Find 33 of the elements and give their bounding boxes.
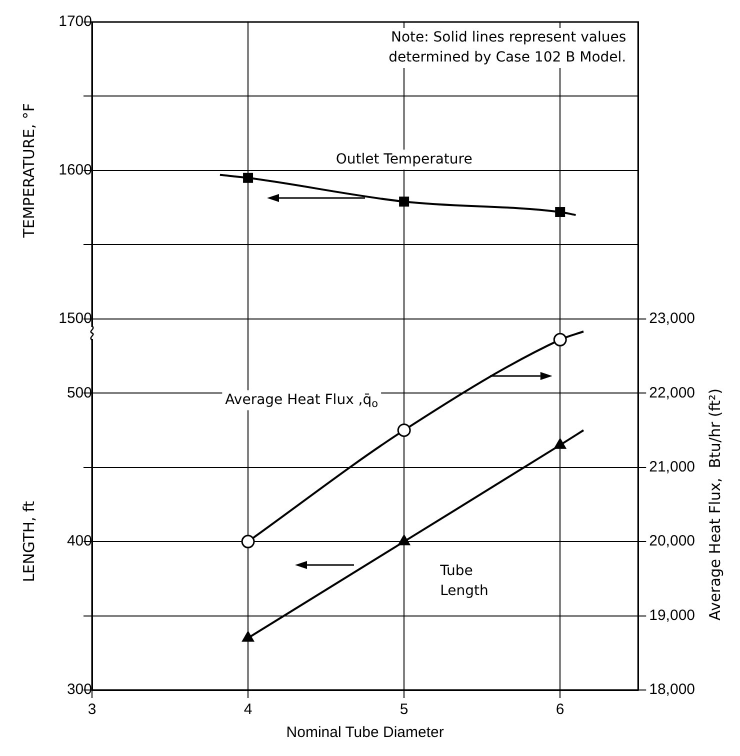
text: Tube Length [439,563,488,600]
y2-tick-label: 19,000 [649,606,696,624]
x-tick-label: 3 [88,701,96,718]
point [554,438,566,449]
y3-tick-label: 300 [66,681,92,698]
point [399,196,410,207]
y-tick-label: 1600 [58,162,92,179]
point [241,534,255,548]
y3-tick-label: 400 [66,532,92,550]
y3-axis-title: LENGTH, ft [20,500,38,582]
x-tick-label: 4 [244,701,252,718]
line-series [218,174,577,216]
point [397,423,411,437]
y-axis-title: TEMPERATURE, °F [20,103,38,239]
series-label: Outlet Temperature [336,151,472,168]
point [553,332,567,346]
x-axis-title: Nominal Tube Diameter [286,724,444,742]
annotation: Note: Solid lines represent values determined by Case 102 B Model. [388,30,626,66]
y3-tick-label: 500 [66,384,92,402]
point [555,207,566,217]
y2-tick-label: 20,000 [649,532,696,550]
point [398,534,410,546]
y2-tick-label: 18,000 [649,681,696,698]
y-tick-label: 1700 [58,13,92,30]
x-tick-label: 5 [400,701,408,718]
y2-axis-title: Average Heat Flux, Btu/hr (ft²) [706,388,724,620]
y2-tick-label: 21,000 [649,458,696,476]
point [242,631,254,642]
y2-tick-label: 22,000 [649,384,696,402]
y2-tick-label: 23,000 [649,310,696,328]
point [243,172,254,183]
y-tick-label: 1500 [58,310,92,328]
x-tick-label: 6 [556,701,564,718]
